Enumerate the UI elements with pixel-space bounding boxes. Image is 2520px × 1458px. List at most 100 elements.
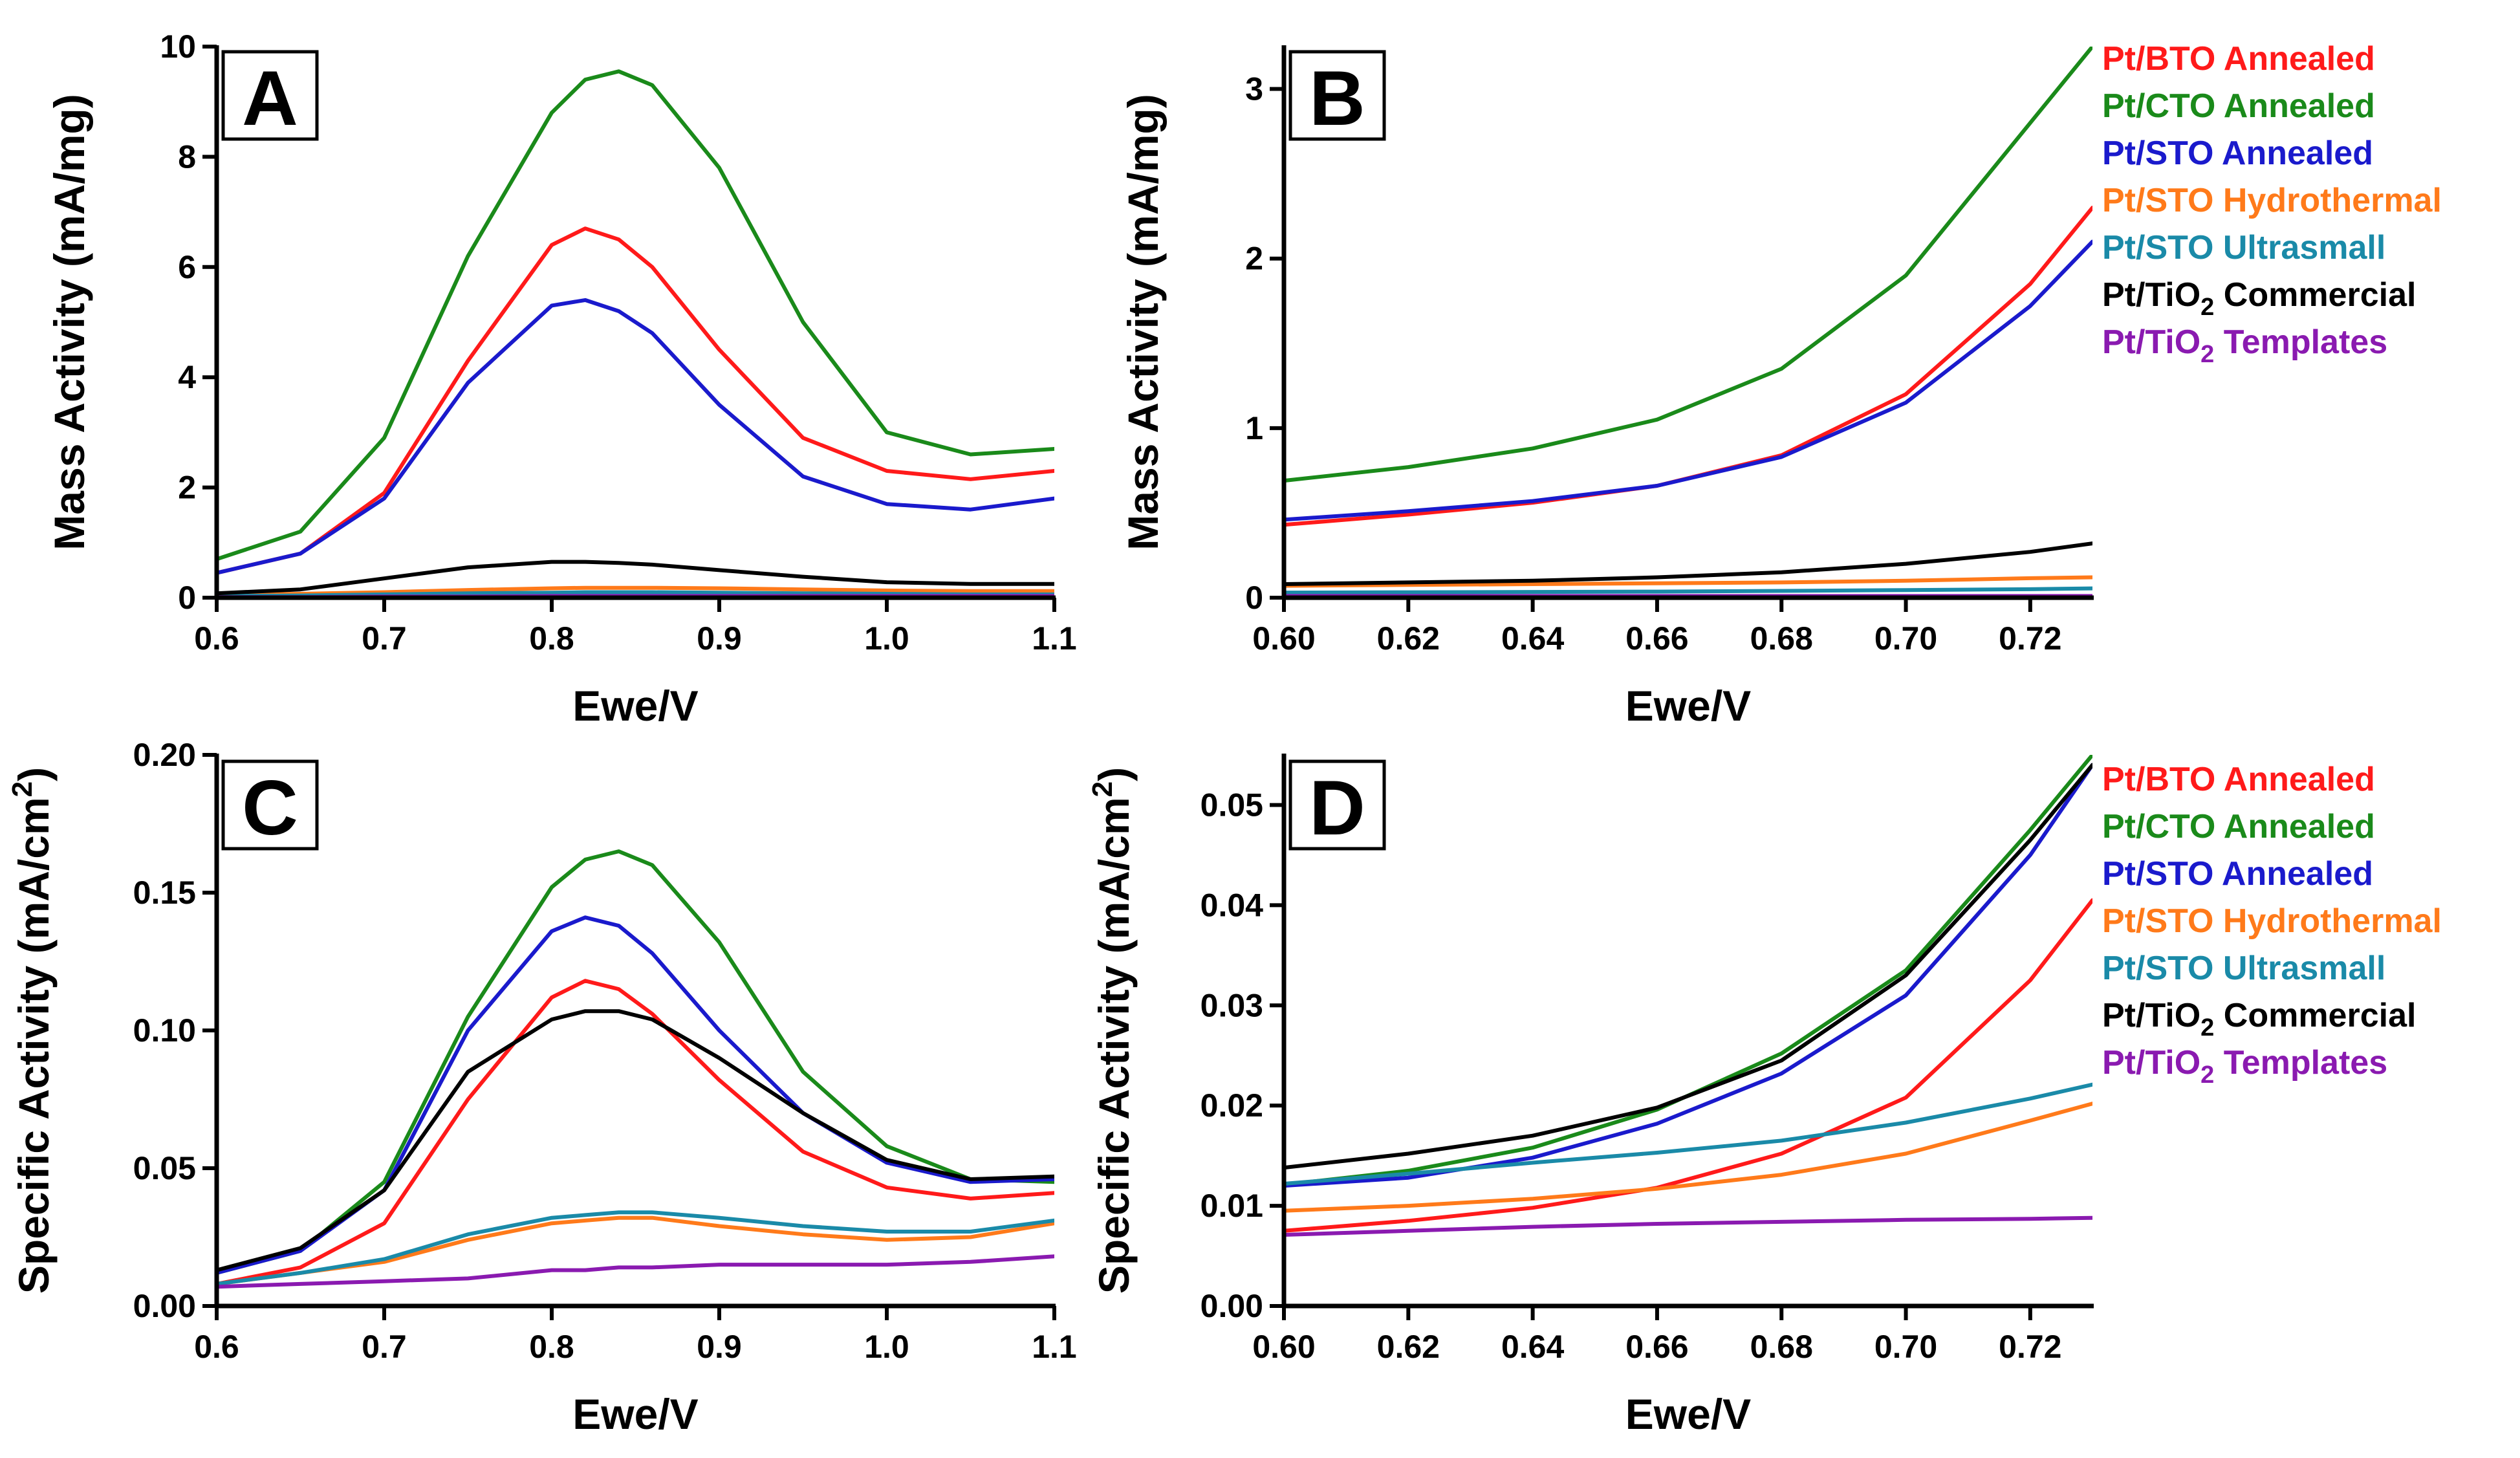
x-tick-label: 0.64 — [1501, 620, 1565, 657]
series-line-pt-bto-annealed — [217, 226, 1054, 575]
x-tick-label: 1.0 — [864, 620, 909, 657]
y-tick-label: 0.10 — [133, 1012, 196, 1049]
legend-entry: Pt/TiO2 Commercial — [2102, 276, 2416, 321]
series-line-pt-sto-annealed — [1284, 239, 2092, 522]
y-tick-label: 0.20 — [133, 737, 196, 773]
legend-entry: Pt/STO Annealed — [2102, 135, 2373, 172]
y-tick-label: 2 — [1245, 241, 1263, 277]
y-tick-label: 0.04 — [1200, 887, 1264, 923]
legend-entry: Pt/TiO2 Templates — [2102, 1044, 2387, 1089]
series-line-pt-bto-annealed — [1284, 898, 2092, 1233]
y-tick-label: 6 — [178, 249, 196, 285]
y-axis-title: Specific Activity (mA/cm2) — [1087, 767, 1138, 1294]
series-line-pt-tio2-commercial — [217, 560, 1054, 596]
series-line-pt-sto-annealed — [217, 298, 1054, 575]
legend-entry: Pt/TiO2 Templates — [2102, 323, 2387, 368]
series-line-pt-sto-ultrasmall — [217, 1210, 1054, 1286]
y-tick-label: 0.00 — [133, 1288, 196, 1324]
panel-letter: B — [1309, 55, 1365, 142]
y-tick-label: 0.03 — [1200, 987, 1263, 1023]
x-tick-label: 0.62 — [1377, 620, 1440, 657]
y-tick-label: 0.15 — [133, 875, 196, 911]
panel-d: 0.60 0.62 0.64 0.66 0.68 0.70 0.72 0.00 0.01 0.02… — [1087, 754, 2094, 1438]
series-line-pt-cto-annealed — [217, 849, 1054, 1275]
legend: Pt/BTO Annealed Pt/CTO Annealed Pt/STO Ann… — [2102, 40, 2442, 368]
series-line-pt-tio2-templates — [1284, 1215, 2092, 1237]
y-axis-title: Specific Activity (mA/cm2) — [6, 767, 58, 1294]
y-tick-label: 0 — [178, 580, 196, 616]
panel-a: 0.6 0.7 0.8 0.9 1.0 1.1 0 2 4 6 8 10 Ewe/V Mass Activ… — [45, 28, 1077, 730]
y-tick-label: 10 — [160, 28, 196, 65]
x-tick-label: 0.66 — [1625, 620, 1688, 657]
legend-entry: Pt/CTO Annealed — [2102, 808, 2375, 845]
panel-letter-box — [1288, 759, 1386, 851]
x-tick-label: 0.6 — [194, 620, 239, 657]
x-tick-label: 0.64 — [1501, 1329, 1565, 1365]
legend-entry: Pt/STO Annealed — [2102, 855, 2373, 893]
y-axis-title: Mass Activity (mA/mg) — [1119, 94, 1167, 550]
x-tick-label: 0.8 — [529, 1329, 574, 1365]
series-line-pt-cto-annealed — [217, 69, 1054, 561]
y-tick-label: 0.01 — [1200, 1188, 1263, 1224]
x-tick-label: 0.9 — [697, 1329, 742, 1365]
x-tick-label: 0.70 — [1874, 620, 1937, 657]
y-tick-label: 0.02 — [1200, 1087, 1263, 1124]
x-tick-label: 0.70 — [1874, 1329, 1937, 1365]
legend-entry: Pt/CTO Annealed — [2102, 87, 2375, 125]
x-tick-label: 1.1 — [1032, 620, 1077, 657]
x-tick-label: 0.66 — [1625, 1329, 1688, 1365]
legend-entry: Pt/STO Hydrothermal — [2102, 902, 2442, 940]
plot-area — [1284, 47, 2092, 598]
series-line-pt-sto-annealed — [1284, 763, 2092, 1188]
series-line-pt-bto-annealed — [217, 979, 1054, 1286]
series-line-pt-sto-hydrothermal — [1284, 1102, 2092, 1213]
x-tick-label: 0.6 — [194, 1329, 239, 1365]
legend: Pt/BTO Annealed Pt/CTO Annealed Pt/STO Ann… — [2102, 761, 2442, 1089]
series-line-pt-sto-ultrasmall — [217, 590, 1054, 598]
series-line-pt-sto-ultrasmall — [1284, 1082, 2092, 1186]
legend-entry: Pt/TiO2 Commercial — [2102, 997, 2416, 1041]
y-tick-label: 3 — [1245, 71, 1263, 107]
plot-area — [217, 849, 1054, 1289]
x-tick-label: 0.62 — [1377, 1329, 1440, 1365]
panel-b: 0.60 0.62 0.64 0.66 0.68 0.70 0.72 0 1 2 3 Ewe/V Mas… — [1119, 45, 2094, 730]
x-tick-label: 0.72 — [1999, 620, 2061, 657]
legend-entry: Pt/STO Hydrothermal — [2102, 182, 2442, 219]
series-line-pt-sto-hydrothermal — [217, 585, 1054, 597]
legend-entry: Pt/STO Ultrasmall — [2102, 950, 2385, 987]
series-line-pt-cto-annealed — [1284, 755, 2092, 1187]
x-tick-label: 0.7 — [362, 620, 407, 657]
panel-letter-box — [221, 759, 319, 851]
x-tick-label: 1.0 — [864, 1329, 909, 1365]
series-line-pt-cto-annealed — [1284, 47, 2092, 483]
x-tick-label: 0.60 — [1252, 620, 1315, 657]
panel-letter-box — [221, 50, 319, 141]
y-tick-label: 4 — [178, 359, 196, 395]
plot-area — [1284, 755, 2092, 1237]
y-tick-label: 0.00 — [1200, 1288, 1263, 1324]
series-line-pt-tio2-commercial — [217, 1009, 1054, 1272]
legend-entry: Pt/BTO Annealed — [2102, 40, 2375, 78]
series-line-pt-sto-hydrothermal — [1284, 575, 2092, 588]
y-tick-label: 2 — [178, 470, 196, 506]
x-axis-title: Ewe/V — [572, 1390, 698, 1438]
panel-letter: D — [1309, 765, 1365, 851]
x-tick-label: 0.9 — [697, 620, 742, 657]
series-line-pt-sto-ultrasmall — [1284, 586, 2092, 595]
y-tick-label: 8 — [178, 138, 196, 175]
x-tick-label: 0.72 — [1999, 1329, 2061, 1365]
y-tick-label: 0 — [1245, 580, 1263, 616]
series-line-pt-tio2-commercial — [1284, 763, 2092, 1170]
panel-letter: A — [242, 55, 298, 142]
x-tick-label: 0.7 — [362, 1329, 407, 1365]
plot-area — [217, 69, 1054, 598]
y-tick-label: 0.05 — [133, 1150, 196, 1186]
legend-entry: Pt/BTO Annealed — [2102, 761, 2375, 798]
y-axis-title: Mass Activity (mA/mg) — [45, 94, 93, 550]
y-tick-label: 1 — [1245, 410, 1263, 446]
x-axis-title: Ewe/V — [1625, 682, 1751, 730]
x-axis-title: Ewe/V — [572, 682, 698, 730]
x-tick-label: 0.8 — [529, 620, 574, 657]
series-line-pt-sto-hydrothermal — [217, 1215, 1054, 1286]
